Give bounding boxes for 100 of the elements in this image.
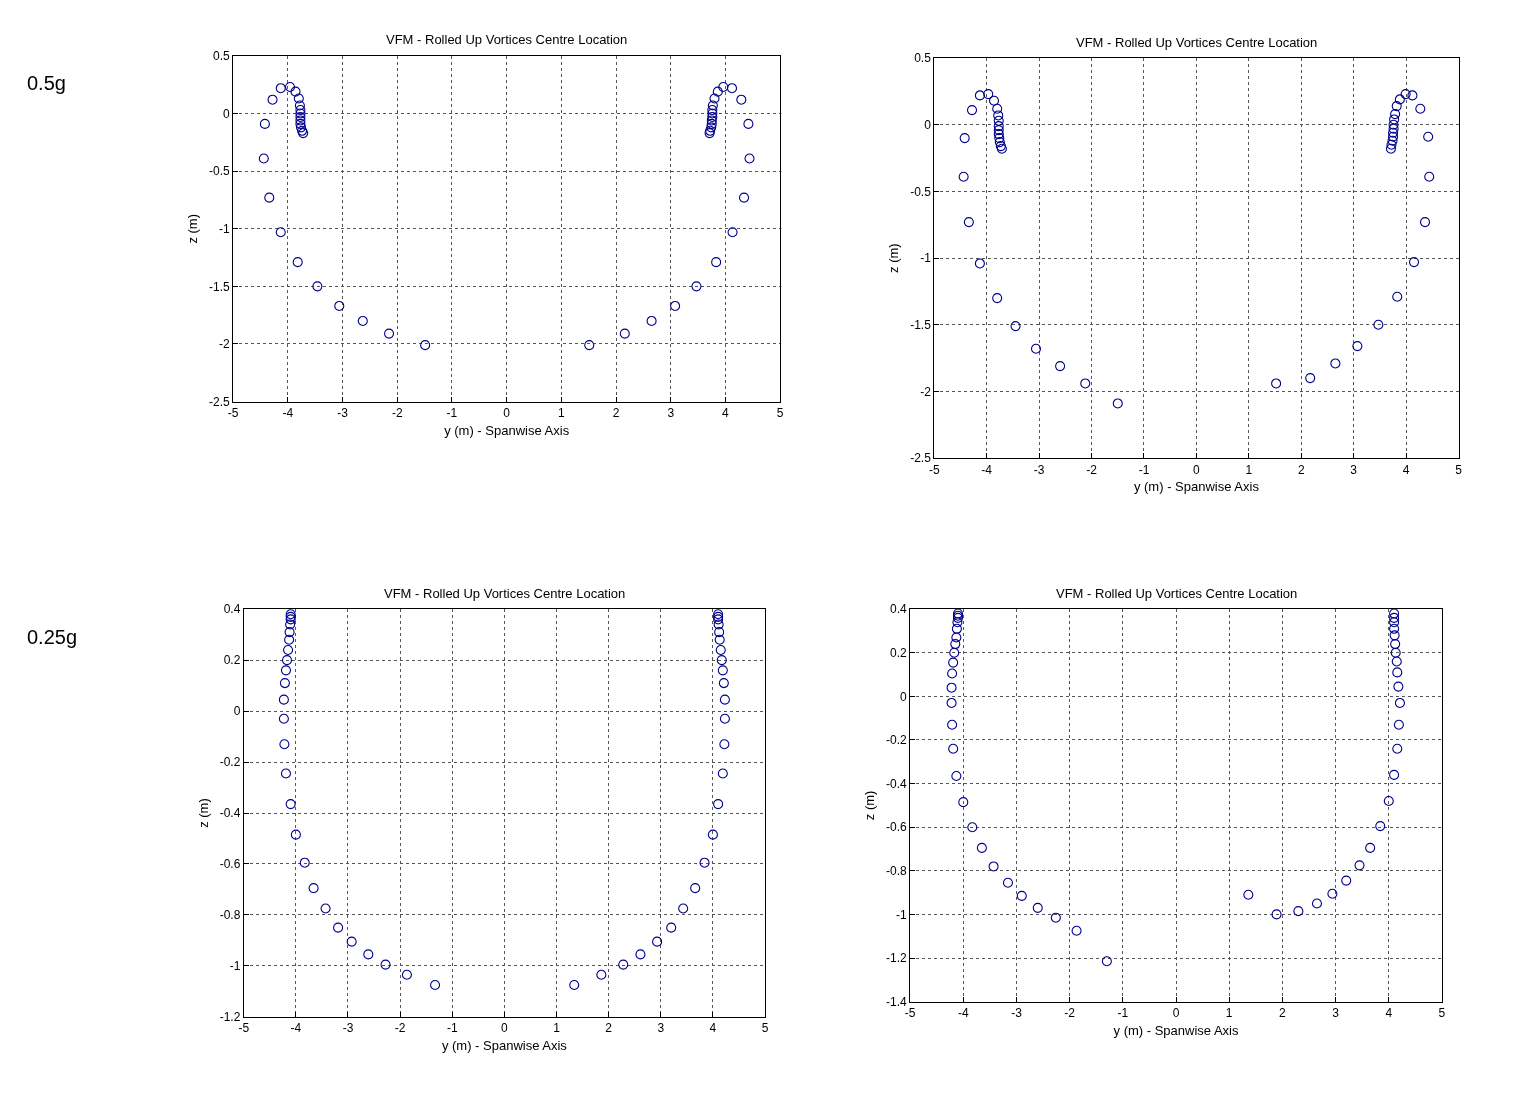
point: [1032, 902, 1043, 913]
point: [1390, 647, 1401, 658]
point: [974, 258, 985, 269]
point: [596, 969, 607, 980]
x-tick-label: -3: [1033, 462, 1045, 477]
point: [718, 81, 729, 93]
x-tick-label: 3: [667, 405, 675, 420]
point: [1387, 135, 1398, 146]
point: [1305, 373, 1316, 384]
y-tick-label: -1: [920, 251, 932, 266]
y-tick-label: 0.5: [914, 51, 932, 66]
point: [967, 822, 978, 833]
y-tick-label: 0.5: [213, 49, 231, 64]
x-tick-label: 4: [709, 1021, 717, 1036]
x-tick-label: -5: [904, 1006, 916, 1021]
text: 0.25g: [27, 626, 78, 648]
point: [993, 129, 1004, 140]
point: [1392, 291, 1403, 302]
point: [1271, 909, 1282, 920]
y-tick-label: -0.4: [886, 776, 908, 791]
point: [959, 133, 970, 144]
x-tick-label: -1: [1138, 462, 1150, 477]
point: [308, 883, 319, 894]
x-tick-label: 3: [657, 1021, 665, 1036]
point: [992, 103, 1003, 114]
point: [285, 81, 296, 93]
x-tick-label: 0: [1193, 462, 1201, 477]
x-tick-label: -1: [446, 405, 458, 420]
point: [275, 227, 286, 238]
point: [259, 118, 270, 129]
point: [285, 619, 296, 630]
point: [294, 100, 305, 111]
point: [1389, 769, 1400, 780]
y-axis-title: z (m): [185, 213, 201, 244]
x-tick-label: 2: [1297, 462, 1305, 477]
point: [1383, 795, 1394, 807]
point: [1390, 639, 1401, 650]
point: [1419, 217, 1431, 228]
point: [420, 340, 431, 351]
point: [384, 328, 395, 339]
point: [992, 293, 1003, 304]
point: [1390, 109, 1401, 120]
y-tick-label: -0.2: [219, 755, 241, 770]
x-tick-label: -3: [337, 405, 349, 420]
point: [1375, 821, 1386, 832]
point: [1016, 890, 1027, 901]
y-tick-label: -1.5: [910, 317, 932, 332]
point: [1389, 612, 1400, 623]
point: [1392, 743, 1403, 754]
point: [994, 137, 1005, 148]
point: [1391, 656, 1402, 667]
x-tick-label: -2: [391, 405, 403, 420]
point: [1050, 912, 1061, 923]
x-tick-label: 5: [1438, 1006, 1446, 1021]
point: [1354, 860, 1365, 871]
point: [963, 217, 974, 228]
point: [430, 979, 441, 991]
point: [635, 949, 646, 960]
point: [993, 110, 1004, 121]
x-tick-label: -2: [1064, 1006, 1076, 1021]
point: [726, 83, 738, 94]
y-tick-label: -0.5: [209, 164, 231, 179]
y-tick-label: -0.8: [219, 908, 241, 923]
point: [1423, 131, 1434, 142]
point: [1271, 378, 1282, 389]
point: [707, 111, 718, 123]
point: [951, 632, 962, 643]
point: [1030, 343, 1042, 354]
y-axis-title: z (m): [195, 798, 211, 828]
point: [983, 89, 994, 100]
point: [974, 90, 985, 101]
x-axis-title: y (m) - Spanwise Axis: [441, 1037, 568, 1053]
y-axis-title: z (m): [886, 243, 902, 273]
point: [264, 192, 275, 203]
point: [716, 655, 727, 666]
point: [950, 639, 961, 650]
point: [320, 903, 331, 914]
point: [707, 829, 718, 840]
point: [993, 121, 1004, 132]
x-tick-label: 0: [501, 1021, 509, 1036]
y-tick-label: -1.4: [886, 994, 908, 1009]
point: [949, 647, 960, 658]
point: [947, 668, 958, 679]
point: [312, 281, 323, 292]
y-tick-label: 0: [233, 704, 241, 719]
x-tick-label: -4: [282, 405, 294, 420]
x-tick-label: 4: [722, 405, 730, 420]
point: [958, 797, 969, 808]
x-tick-label: 4: [1402, 462, 1410, 477]
point: [1389, 114, 1400, 125]
point: [678, 903, 689, 914]
point: [258, 153, 269, 164]
x-tick-label: 3: [1332, 1006, 1340, 1021]
point: [1311, 898, 1323, 909]
point: [283, 644, 294, 655]
y-tick-label: 0: [924, 117, 932, 132]
chart-title: VFM - Rolled Up Vortices Centre Location: [1056, 586, 1298, 601]
x-tick-label: 1: [553, 1021, 561, 1036]
point: [948, 657, 959, 668]
point: [1071, 925, 1082, 936]
